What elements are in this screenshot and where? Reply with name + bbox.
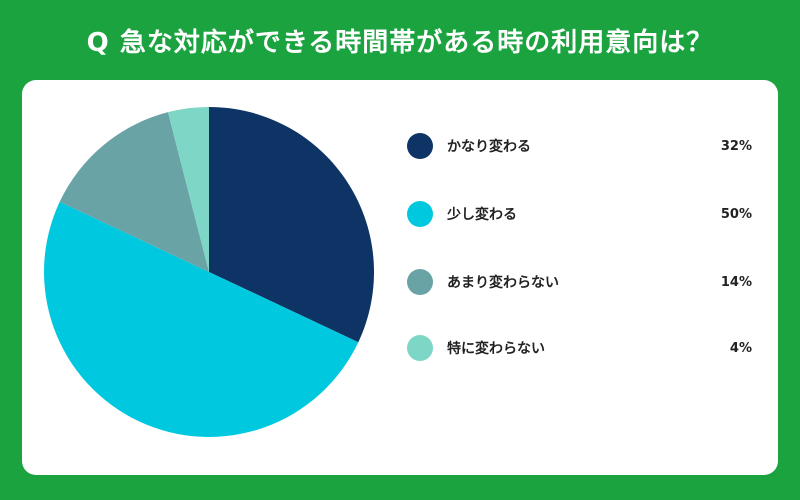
chart-title: Q 急な対応ができる時間帯がある時の利用意向は？ xyxy=(86,27,714,58)
legend-item-tokuni: 特に変わらない 4% xyxy=(407,334,752,362)
pie-chart xyxy=(44,107,374,437)
legend-swatch-kanari xyxy=(407,133,433,159)
legend-item-sukoshi: 少し変わる 50% xyxy=(407,200,752,228)
legend-value-sukoshi: 50% xyxy=(720,206,752,222)
legend-value-tokuni: 4% xyxy=(729,340,752,356)
pie-slice-amari xyxy=(59,112,209,272)
legend-value-amari: 14% xyxy=(720,274,752,290)
legend-label-sukoshi: 少し変わる xyxy=(447,207,517,223)
legend-swatch-amari xyxy=(407,269,433,295)
chart-card: かなり変わる 32% 少し変わる 50% あまり変わらない 14% 特に変わらな… xyxy=(22,80,778,475)
legend-value-kanari: 32% xyxy=(720,138,752,154)
legend-swatch-tokuni xyxy=(407,335,433,361)
legend-item-amari: あまり変わらない 14% xyxy=(407,268,752,296)
legend-item-kanari: かなり変わる 32% xyxy=(407,132,752,160)
pie-slice-sukoshi xyxy=(44,201,359,437)
pie-slice-tokuni xyxy=(167,107,209,272)
pie-slice-kanari xyxy=(209,107,374,343)
legend-label-amari: あまり変わらない xyxy=(447,275,559,291)
legend-label-kanari: かなり変わる xyxy=(447,139,531,155)
legend-label-tokuni: 特に変わらない xyxy=(447,341,545,357)
legend-swatch-sukoshi xyxy=(407,201,433,227)
